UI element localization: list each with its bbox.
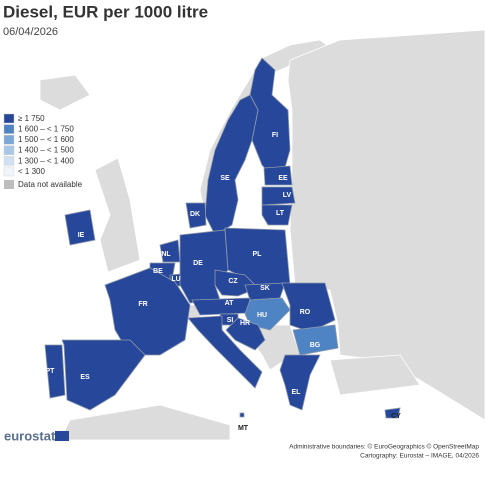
country-label: CZ bbox=[228, 278, 238, 285]
country bbox=[239, 412, 245, 418]
legend-swatch bbox=[3, 134, 15, 145]
country bbox=[185, 202, 207, 229]
country bbox=[261, 204, 293, 226]
legend-label: 1 400 – < 1 500 bbox=[18, 146, 74, 155]
country bbox=[64, 209, 96, 246]
credit: Administrative boundaries: © EuroGeograp… bbox=[289, 443, 479, 451]
eu-flag bbox=[55, 431, 69, 441]
country-label: SK bbox=[260, 285, 270, 292]
legend-swatch bbox=[3, 113, 15, 124]
country bbox=[384, 407, 401, 419]
country bbox=[281, 282, 336, 333]
country bbox=[44, 344, 66, 399]
legend-swatch bbox=[3, 156, 15, 166]
country-label: DK bbox=[190, 211, 200, 218]
country-label: SI bbox=[227, 317, 234, 324]
country-label: MT bbox=[238, 425, 249, 432]
land bbox=[287, 29, 485, 421]
country-label: PT bbox=[46, 368, 56, 375]
country-label: CY bbox=[391, 413, 401, 420]
country-label: LT bbox=[276, 210, 285, 217]
legend-label: Data not available bbox=[18, 180, 83, 189]
country-label: LU bbox=[171, 276, 180, 283]
country bbox=[292, 324, 339, 356]
countries: FI SE EE LV LT DK IE NL BE LU DE PL CZ SK AT HU SI HR RO FR… bbox=[44, 57, 401, 432]
country bbox=[279, 354, 321, 411]
country-label: BG bbox=[310, 342, 321, 349]
legend-label: ≥ 1 750 bbox=[18, 114, 45, 123]
country-label: AT bbox=[225, 300, 235, 307]
subtitle: 06/04/2026 bbox=[3, 26, 58, 38]
country-label: EE bbox=[278, 175, 288, 182]
logo: eurostat bbox=[4, 428, 56, 443]
country-label: HR bbox=[240, 320, 250, 327]
legend-swatch bbox=[3, 145, 15, 156]
country-label: LV bbox=[283, 192, 292, 199]
country-label: FI bbox=[272, 132, 278, 139]
credit: Cartography: Eurostat – IMAGE, 04/2026 bbox=[360, 453, 479, 460]
country-label: RO bbox=[300, 309, 311, 316]
country-label: NL bbox=[161, 251, 171, 258]
country-label: DE bbox=[193, 260, 203, 267]
legend-label: 1 500 – < 1 600 bbox=[18, 135, 74, 144]
country-label: EL bbox=[292, 389, 302, 396]
legend-swatch bbox=[4, 180, 14, 189]
land bbox=[329, 354, 421, 396]
country bbox=[225, 317, 266, 351]
land bbox=[59, 404, 231, 441]
country-label: HU bbox=[257, 312, 267, 319]
legend-label: < 1 300 bbox=[18, 167, 45, 176]
country-label: IE bbox=[78, 232, 85, 239]
country bbox=[263, 165, 293, 186]
country-label: FR bbox=[138, 301, 147, 308]
country-label: PL bbox=[253, 251, 263, 258]
country bbox=[187, 315, 263, 389]
country bbox=[244, 297, 291, 331]
land bbox=[39, 74, 91, 111]
country-label: BE bbox=[153, 268, 163, 275]
land bbox=[94, 157, 141, 273]
country-label: SE bbox=[220, 175, 230, 182]
country bbox=[191, 297, 251, 316]
legend-label: 1 300 – < 1 400 bbox=[18, 156, 74, 165]
country bbox=[61, 339, 146, 411]
country-label: IT bbox=[206, 349, 213, 356]
country-label: ES bbox=[80, 374, 90, 381]
title: Diesel, EUR per 1000 litre bbox=[3, 2, 208, 21]
legend-label: 1 600 – < 1 750 bbox=[18, 125, 74, 134]
legend-swatch bbox=[3, 124, 15, 134]
country bbox=[261, 186, 296, 206]
country bbox=[204, 94, 259, 236]
legend-swatch bbox=[3, 166, 15, 177]
country bbox=[104, 267, 191, 356]
